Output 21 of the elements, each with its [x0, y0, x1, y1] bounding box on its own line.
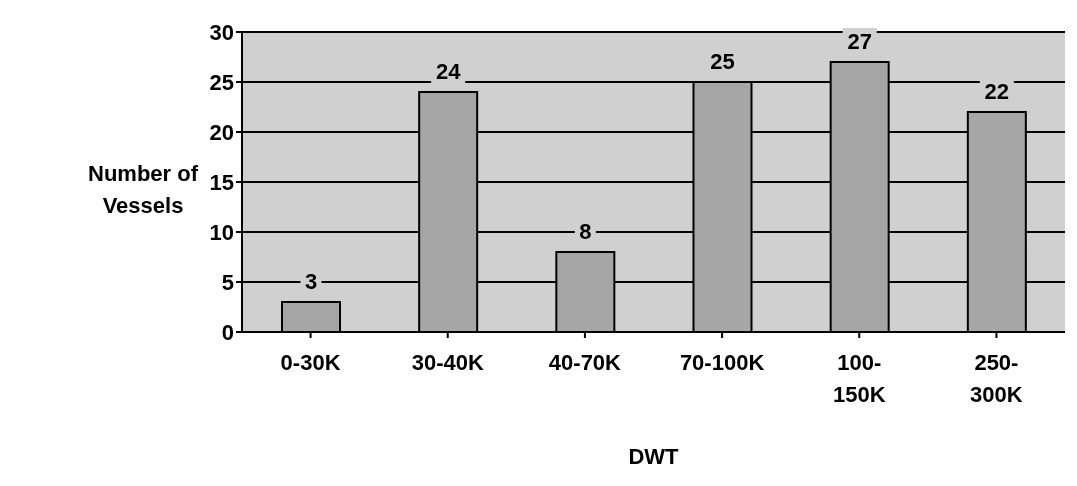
- data-label: 22: [984, 79, 1010, 104]
- y-axis-title: Number of Vessels: [87, 160, 199, 220]
- x-tick-label: 40-70K: [548, 350, 622, 375]
- x-tick-label: 100-150K: [832, 350, 886, 407]
- y-tick-label: 0: [221, 319, 234, 345]
- y-tick-label: 10: [209, 219, 234, 245]
- y-tick-label: 30: [209, 19, 234, 45]
- x-axis-title: DWT: [627, 444, 680, 470]
- y-tick-label: 20: [209, 119, 234, 145]
- x-tick-label: 0-30K: [280, 350, 341, 375]
- y-tick-label: 15: [209, 169, 234, 195]
- data-label: 3: [304, 269, 318, 294]
- x-tick-label: 70-100K: [679, 350, 765, 375]
- data-label: 27: [847, 29, 872, 54]
- data-label: 24: [435, 59, 462, 84]
- y-tick-label: 5: [221, 269, 234, 295]
- y-tick-label: 25: [209, 69, 234, 95]
- x-tick-label: 250-300K: [970, 350, 1023, 407]
- data-label: 8: [579, 219, 592, 244]
- x-tick-label: 30-40K: [411, 350, 484, 375]
- data-label: 25: [710, 49, 735, 74]
